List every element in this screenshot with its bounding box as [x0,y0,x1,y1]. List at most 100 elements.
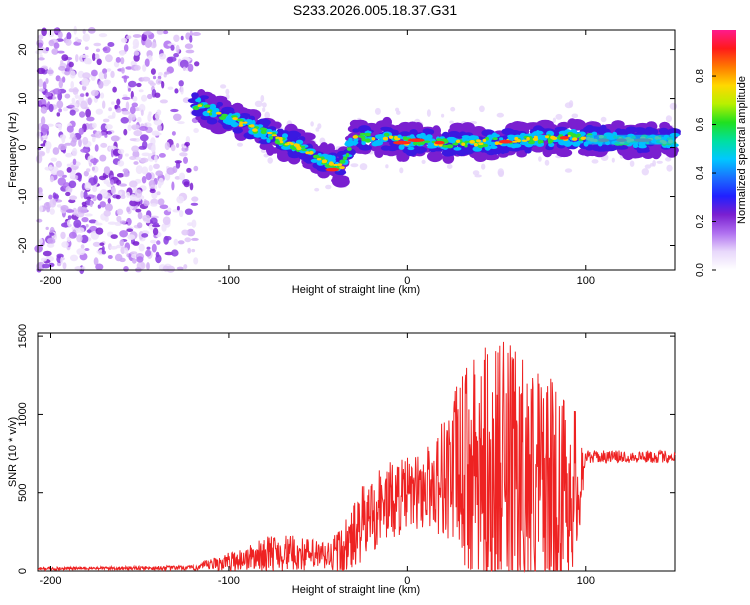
noise-blob [76,39,82,43]
noise-blob [150,68,156,75]
noise-blob [98,33,108,38]
noise-blob [81,78,89,87]
noise-blob [65,152,73,158]
signal-blob [373,139,384,146]
signal-blob [638,128,651,135]
noise-blob [66,163,71,167]
signal-blob [413,141,418,146]
noise-blob [124,153,129,157]
noise-blob [49,175,55,183]
noise-blob [191,237,199,241]
noise-blob [123,44,129,52]
noise-blob [155,78,162,85]
signal-blob [492,137,498,141]
noise-blob [127,88,131,92]
noise-blob [153,163,160,169]
noise-blob [49,199,57,208]
noise-blob [164,71,170,75]
noise-blob [136,82,142,88]
noise-blob [179,210,184,218]
colorbar-tick-label: 0.8 [695,69,706,83]
signal-blob [209,103,217,110]
noise-blob [42,250,52,257]
signal-blob [405,149,417,157]
noise-blob [164,141,170,151]
noise-blob [310,121,314,127]
signal-blob [551,136,558,140]
noise-blob [45,147,50,154]
noise-blob [38,238,43,245]
noise-blob [44,141,52,150]
signal-blob [287,151,300,157]
x-tick-label: -200 [39,575,61,587]
noise-blob [131,145,140,153]
signal-blob [296,146,302,151]
signal-blob [191,92,199,99]
noise-blob [157,124,163,132]
noise-blob [107,198,112,204]
signal-blob [206,117,218,125]
signal-blob [567,118,578,129]
signal-blob [407,146,415,151]
noise-blob [220,84,227,89]
noise-blob [48,103,54,113]
noise-blob [65,209,75,213]
noise-blob [145,249,152,257]
noise-blob [77,173,82,182]
noise-blob [108,107,112,112]
noise-blob [95,108,104,115]
x-tick-label: 0 [404,275,410,287]
noise-blob [139,134,149,142]
signal-blob [417,141,422,146]
noise-blob [481,163,486,170]
signal-blob [491,132,498,139]
noise-blob [132,38,140,48]
noise-blob [135,165,143,175]
signal-blob [429,147,437,153]
noise-blob [131,102,138,108]
noise-blob [139,157,149,163]
noise-blob [497,168,505,177]
noise-blob [185,32,191,40]
colorbar-tick-label: 0.0 [695,263,706,277]
noise-blob [117,160,125,167]
signal-peak [393,140,411,145]
noise-blob [104,216,109,222]
noise-blob [60,231,66,240]
noise-blob [644,164,652,169]
signal-blob [316,158,322,161]
signal-blob [536,134,545,140]
noise-blob [149,188,156,194]
signal-blob [402,136,408,141]
noise-blob [48,29,55,38]
noise-blob [96,193,103,201]
noise-blob [176,195,185,204]
noise-blob [167,86,174,90]
signal-blob [284,143,290,146]
signal-blob [358,144,372,151]
noise-blob [76,248,86,256]
noise-blob [177,240,185,245]
noise-blob [47,237,56,244]
noise-blob [103,210,111,217]
signal-blob [232,117,238,121]
noise-blob [131,258,137,264]
noise-blob [102,100,106,109]
noise-blob [104,79,111,85]
noise-blob [641,168,649,176]
noise-blob [183,181,190,188]
noise-blob [262,107,266,112]
signal-blob [361,140,366,146]
noise-blob [141,33,147,42]
noise-blob [125,101,130,111]
snr-x-label: Height of straight line (km) [292,584,420,596]
signal-blob [309,151,314,155]
signal-blob [539,140,544,144]
signal-blob [388,135,394,139]
signal-blob [567,131,574,136]
noise-blob [79,206,88,214]
signal-blob [476,139,481,143]
signal-blob [282,133,288,139]
noise-blob [95,220,99,226]
